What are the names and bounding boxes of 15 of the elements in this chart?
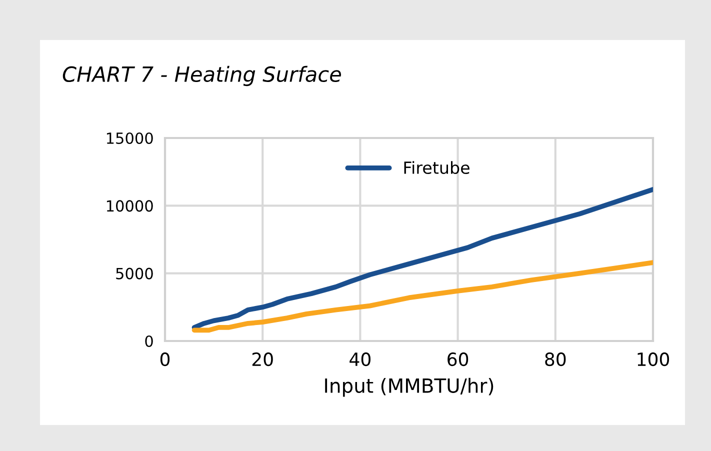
x-tick-label: 0 (160, 352, 170, 366)
line-series (192, 186, 653, 330)
y-tick-label: 5000 (116, 268, 153, 280)
x-tick-label: 40 (350, 352, 370, 366)
x-axis-title: Input (MMBTU/hr) (325, 378, 494, 397)
line-series (192, 260, 653, 333)
x-tick-label: 100 (638, 352, 670, 366)
x-tick-label: 60 (448, 352, 468, 366)
y-tick-label: 0 (145, 335, 153, 348)
x-tick-label: 20 (252, 352, 273, 366)
chart-title: CHART 7 - Heating Surface (62, 66, 341, 86)
y-tick-label: 10000 (106, 200, 153, 212)
legend-label: Firetube (404, 161, 470, 174)
y-tick-label: 15000 (106, 132, 153, 144)
x-tick-label: 80 (545, 352, 566, 366)
